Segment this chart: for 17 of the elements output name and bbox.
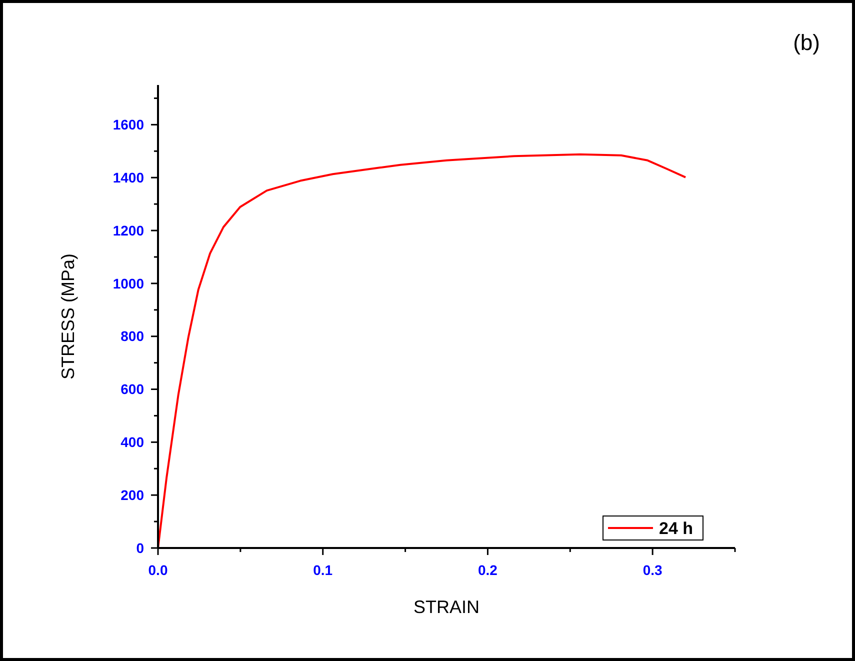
y-tick-label: 200 (120, 486, 144, 503)
y-tick-label: 600 (120, 381, 144, 398)
x-axis-title: STRAIN (413, 597, 480, 617)
y-tick-label: 0 (136, 540, 144, 556)
text: (b) (793, 30, 820, 55)
y-tick-label: 800 (120, 328, 144, 344)
legend-label: 24 h (659, 518, 694, 538)
y-axis-title: STRESS (MPa) (58, 253, 78, 380)
y-tick-label: 1000 (112, 275, 144, 292)
x-tick-label: 0.3 (642, 562, 663, 578)
y-tick-label: 1600 (112, 116, 144, 133)
y-tick-label: 400 (120, 434, 144, 450)
y-tick-label: 1200 (112, 222, 144, 238)
x-tick-label: 0.0 (148, 562, 168, 578)
x-tick-label: 0.2 (478, 562, 498, 578)
y-tick-label: 1400 (112, 170, 144, 186)
x-tick-label: 0.1 (313, 562, 333, 578)
